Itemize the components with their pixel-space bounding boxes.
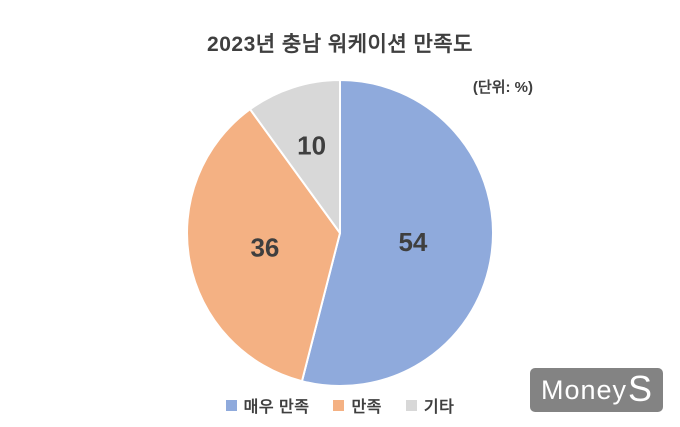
legend-item-1: 만족 (333, 393, 381, 417)
legend-label: 매우 만족 (243, 399, 310, 416)
legend-swatch-icon (225, 399, 237, 411)
pie-slice-2 (249, 79, 341, 234)
legend-swatch-icon (405, 399, 417, 411)
legend-label: 만족 (351, 399, 382, 416)
legend-swatch-icon (333, 399, 345, 411)
pie-slice-1 (186, 108, 341, 383)
moneys-logo: Money S (530, 368, 663, 412)
chart-legend: 매우 만족 만족 기타 (0, 393, 680, 417)
chart-title: 2023년 충남 워케이션 만족도 (207, 33, 473, 56)
slice-value-label-1: 36 (250, 232, 279, 262)
slice-value-label-0: 54 (398, 227, 427, 257)
legend-label: 기타 (423, 399, 455, 416)
slice-value-label-2: 10 (297, 131, 326, 161)
legend-item-0: 매우 만족 (225, 393, 310, 417)
pie-slice-0 (300, 79, 494, 387)
legend-item-2: 기타 (405, 393, 455, 417)
logo-text-thin: Money (540, 374, 628, 405)
unit-label: (단위: %) (472, 79, 533, 96)
logo-text-bold: S (628, 368, 653, 409)
